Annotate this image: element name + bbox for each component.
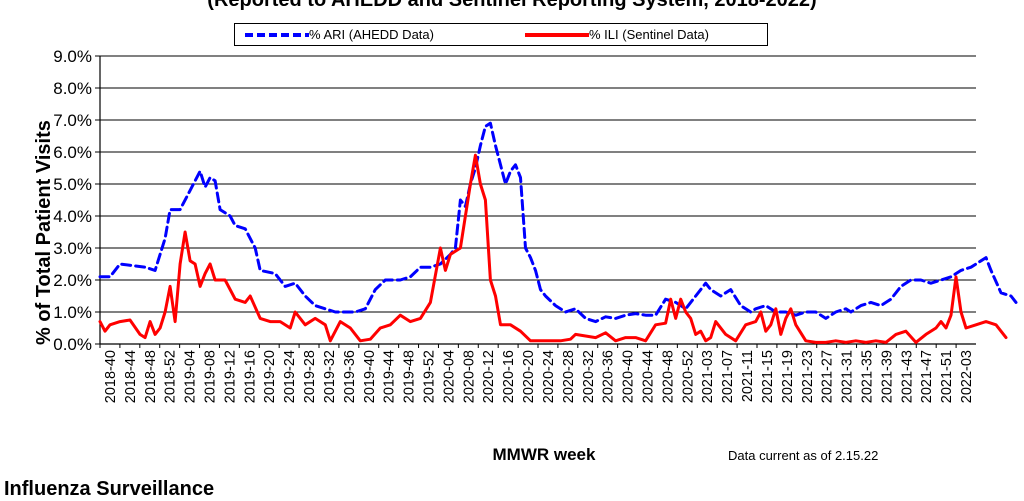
y-tick-label: 6.0% [53, 143, 92, 162]
x-tick-label: 2020-08 [461, 350, 477, 403]
x-tick-label: 2020-36 [601, 350, 617, 403]
x-tick-label: 2021-31 [840, 350, 856, 403]
x-tick-label: 2019-32 [322, 350, 338, 403]
legend-item-ili: % ILI (Sentinel Data) [525, 24, 709, 45]
x-tick-label: 2020-48 [660, 350, 676, 403]
x-tick-label: 2021-27 [820, 350, 836, 403]
data-current-note: Data current as of 2.15.22 [728, 448, 879, 463]
x-tick-label: 2019-20 [262, 350, 278, 403]
legend-item-ari: % ARI (AHEDD Data) [245, 24, 434, 45]
grid-lines [100, 55, 976, 313]
x-tick-label: 2021-43 [899, 350, 915, 403]
line-chart: 0.0% 1.0% 2.0% 3.0% 4.0% 5.0% 6.0% 7.0% 8.0% 9.0%… [33, 47, 1018, 464]
x-tick-label: 2019-40 [362, 350, 378, 403]
x-axis-label: MMWR week [493, 445, 597, 464]
x-tick-label: 2021-03 [700, 350, 716, 403]
y-tick-label: 3.0% [53, 239, 92, 258]
x-tick-label: 2019-04 [183, 350, 199, 403]
x-tick-label: 2021-07 [720, 350, 736, 403]
legend-swatch-ari [245, 32, 309, 37]
x-tick-label: 2020-24 [541, 350, 557, 403]
y-tick-labels: 0.0% 1.0% 2.0% 3.0% 4.0% 5.0% 6.0% 7.0% 8.0% 9.0% [53, 47, 92, 354]
x-tick-label: 2019-48 [402, 350, 418, 403]
y-tick-label: 4.0% [53, 207, 92, 226]
x-tick-label: 2018-48 [143, 350, 159, 403]
x-tick-label: 2019-16 [242, 350, 258, 403]
x-tick-label: 2020-28 [561, 350, 577, 403]
y-tick-label: 7.0% [53, 111, 92, 130]
chart-title: (Reported to AHEDD and Sentinel Reportin… [207, 0, 817, 11]
x-tick-label: 2018-40 [103, 350, 119, 403]
y-tick-label: 1.0% [53, 303, 92, 322]
x-tick-label: 2019-44 [382, 350, 398, 403]
y-tick-label: 0.0% [53, 335, 92, 354]
series-line-ari [98, 121, 1018, 324]
x-tick-label: 2021-39 [879, 350, 895, 403]
x-tick-label: 2020-04 [441, 350, 457, 403]
x-tick-label: 2022-03 [959, 350, 975, 403]
x-tick-label: 2019-12 [222, 350, 238, 403]
y-tick-label: 2.0% [53, 271, 92, 290]
x-tick-label: 2019-24 [282, 350, 298, 403]
x-tick-label: 2020-40 [621, 350, 637, 403]
legend: % ARI (AHEDD Data) % ILI (Sentinel Data) [234, 23, 768, 46]
legend-swatch-ili [525, 32, 589, 37]
x-tick-label: 2019-52 [422, 350, 438, 403]
series-line-ili [98, 153, 1008, 344]
x-tick-label: 2021-35 [860, 350, 876, 403]
series-lines [98, 121, 1018, 344]
y-tick-label: 9.0% [53, 47, 92, 66]
x-tick-label: 2021-51 [939, 350, 955, 403]
x-tick-label: 2020-44 [641, 350, 657, 403]
x-tick-label: 2018-52 [163, 350, 179, 403]
x-tick-label: 2021-15 [760, 350, 776, 403]
x-tick-label: 2020-52 [680, 350, 696, 403]
x-tick-label: 2020-20 [521, 350, 537, 403]
x-tick-label: 2019-08 [203, 350, 219, 403]
x-tick-label: 2020-32 [581, 350, 597, 403]
x-tick-label: 2020-16 [501, 350, 517, 403]
x-tick-label: 2019-36 [342, 350, 358, 403]
y-tick-label: 8.0% [53, 79, 92, 98]
x-tick-labels: 2018-40 2018-44 2018-48 2018-52 2019-04 2019-… [103, 350, 975, 403]
axes [95, 55, 976, 348]
x-tick-label: 2019-28 [302, 350, 318, 403]
y-axis-label: % of Total Patient Visits [33, 120, 55, 345]
x-tick-label: 2021-11 [740, 350, 756, 402]
y-tick-label: 5.0% [53, 175, 92, 194]
x-tick-label: 2018-44 [123, 350, 139, 403]
legend-label-ili: % ILI (Sentinel Data) [589, 27, 709, 42]
legend-label-ari: % ARI (AHEDD Data) [309, 27, 434, 42]
x-tick-label: 2020-12 [481, 350, 497, 403]
x-tick-label: 2021-23 [800, 350, 816, 403]
x-tick-label: 2021-47 [919, 350, 935, 403]
x-tick-label: 2021-19 [780, 350, 796, 403]
